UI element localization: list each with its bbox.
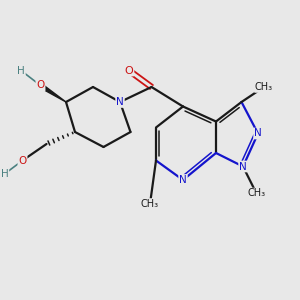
- Text: CH₃: CH₃: [141, 199, 159, 209]
- Text: N: N: [179, 175, 187, 185]
- Text: N: N: [116, 97, 124, 107]
- Text: N: N: [254, 128, 262, 139]
- Text: CH₃: CH₃: [255, 82, 273, 92]
- Polygon shape: [39, 84, 66, 102]
- Text: O: O: [18, 155, 27, 166]
- Text: N: N: [239, 161, 247, 172]
- Text: O: O: [36, 80, 45, 91]
- Text: CH₃: CH₃: [248, 188, 266, 199]
- Text: H: H: [17, 65, 25, 76]
- Text: O: O: [124, 65, 134, 76]
- Text: H: H: [1, 169, 8, 179]
